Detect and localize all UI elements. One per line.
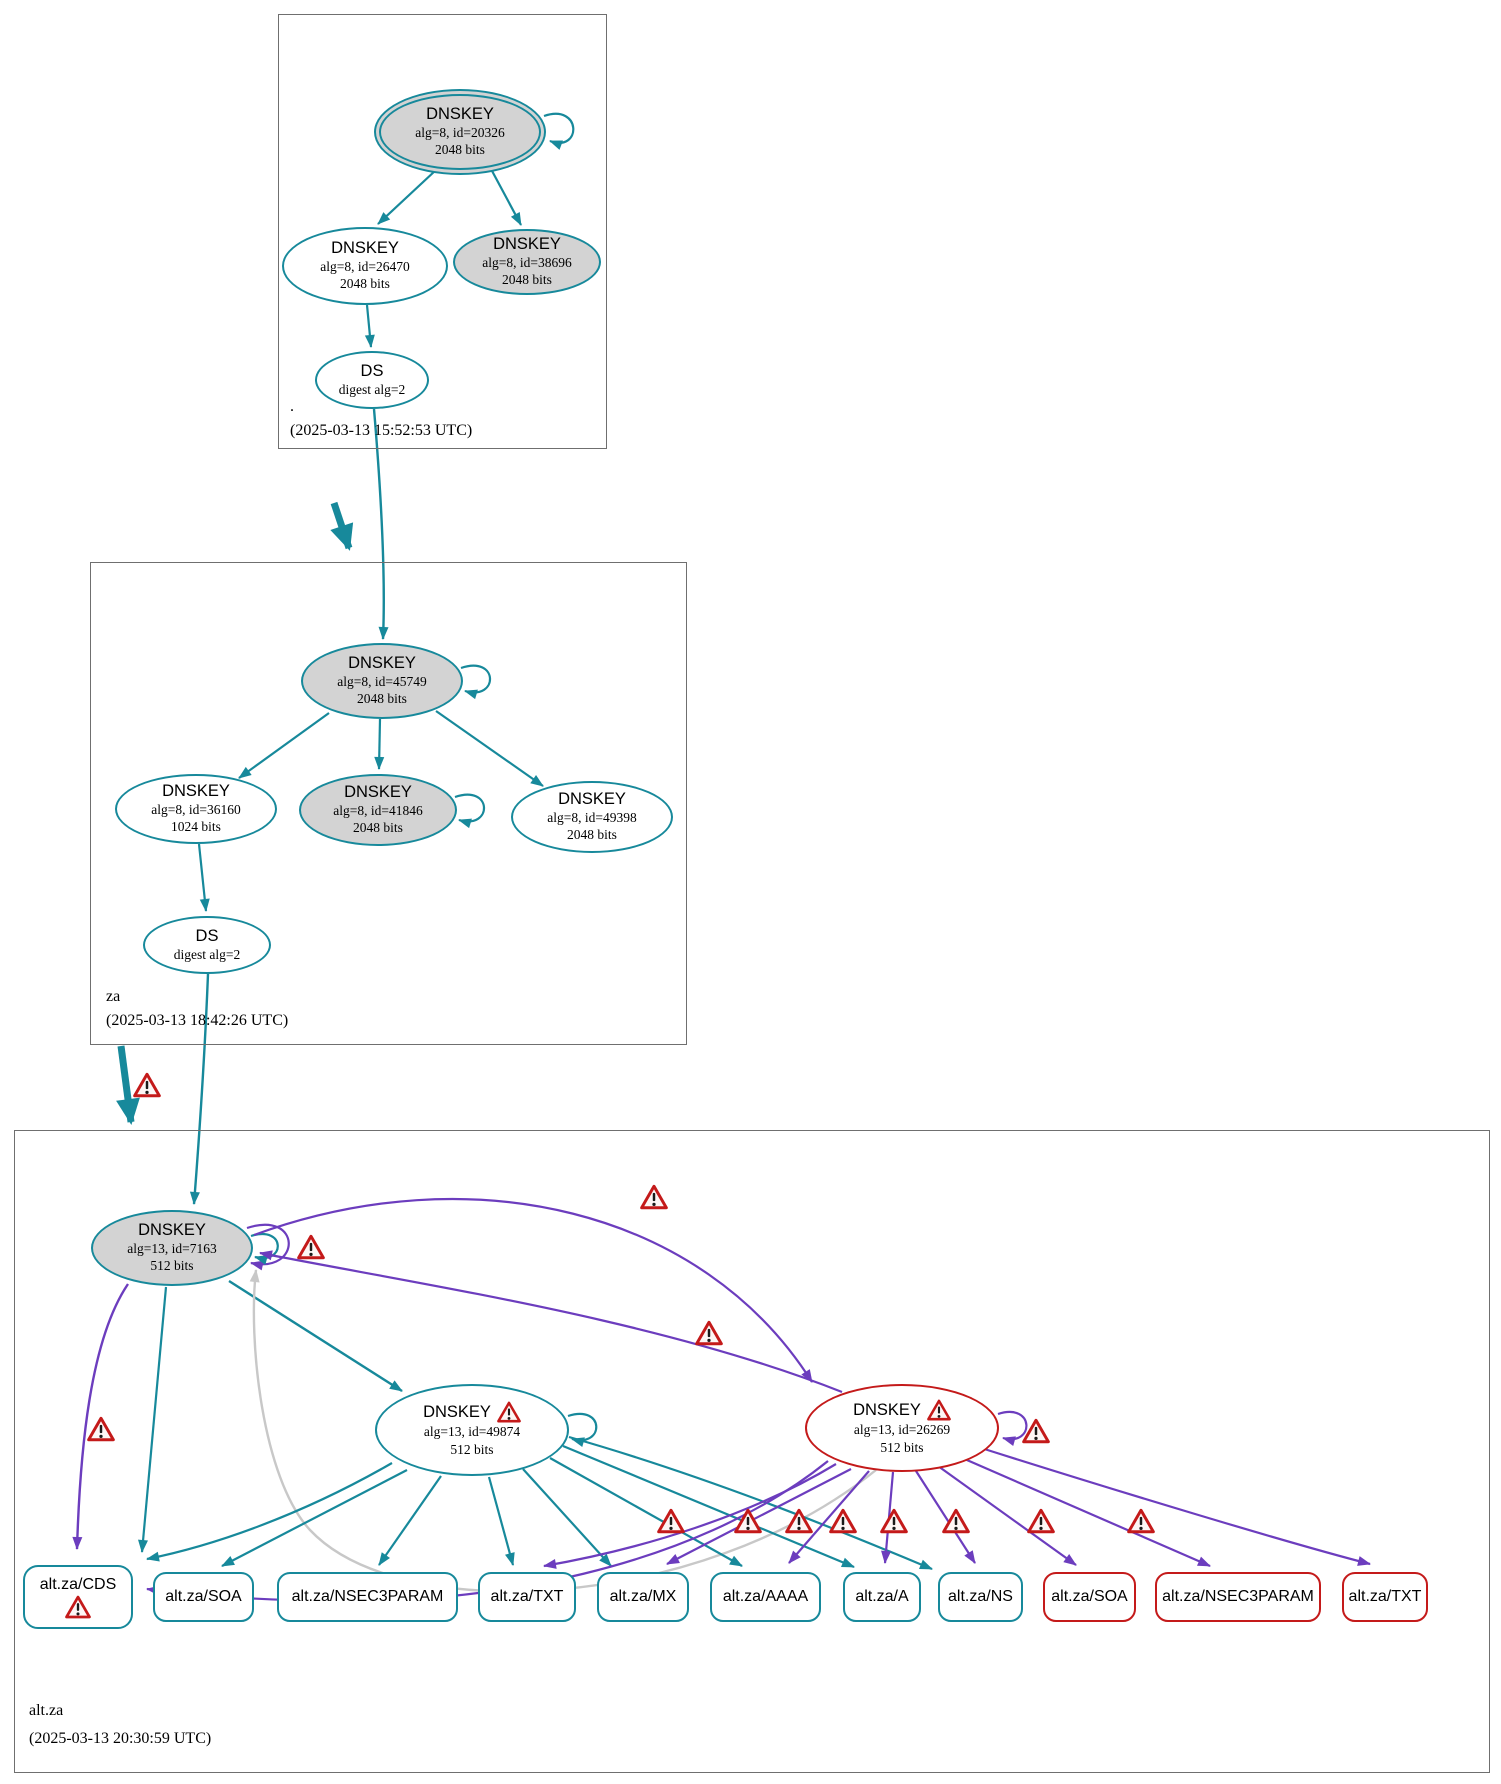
rrset-altza-soa-bogus[interactable]: alt.za/SOA [1043, 1572, 1136, 1622]
dnskey-node-41846[interactable]: DNSKEY alg=8, id=41846 2048 bits [299, 774, 457, 846]
zone-label-altza: alt.za [29, 1702, 64, 1719]
warning-icon [880, 1508, 908, 1534]
dnskey-node-38696[interactable]: DNSKEY alg=8, id=38696 2048 bits [453, 229, 601, 295]
rrset-label: alt.za/A [855, 1588, 909, 1605]
ds-title: DS [360, 361, 384, 380]
warning-icon [297, 1234, 325, 1260]
rrset-label: alt.za/NSEC3PARAM [291, 1588, 444, 1605]
dnskey-title: DNSKEY [558, 789, 626, 808]
dnskey-bits: 1024 bits [171, 819, 221, 835]
rrset-altza-txt-bogus[interactable]: alt.za/TXT [1342, 1572, 1428, 1622]
dnskey-alg-id: alg=8, id=41846 [333, 802, 423, 818]
rrset-label: alt.za/NSEC3PARAM [1162, 1588, 1314, 1605]
dnskey-bits: 2048 bits [502, 272, 552, 288]
rrset-altza-a[interactable]: alt.za/A [843, 1572, 921, 1622]
rrset-label: alt.za/SOA [165, 1588, 242, 1605]
dnskey-node-49398[interactable]: DNSKEY alg=8, id=49398 2048 bits [511, 781, 673, 853]
rrset-altza-cds[interactable]: alt.za/CDS [23, 1565, 133, 1629]
dnskey-node-26269[interactable]: DNSKEY alg=13, id=26269 512 bits [805, 1384, 999, 1472]
dnskey-node-36160[interactable]: DNSKEY alg=8, id=36160 1024 bits [115, 774, 277, 844]
rrset-altza-nsec3param[interactable]: alt.za/NSEC3PARAM [277, 1572, 458, 1622]
dnskey-node-49874[interactable]: DNSKEY alg=13, id=49874 512 bits [375, 1384, 569, 1476]
warning-icon [734, 1508, 762, 1534]
warning-icon [942, 1508, 970, 1534]
ds-title: DS [195, 926, 219, 945]
zone-timestamp-za: (2025-03-13 18:42:26 UTC) [106, 1012, 289, 1029]
dnskey-alg-id: alg=13, id=49874 [423, 1424, 521, 1440]
dnskey-title: DNSKEY [348, 653, 416, 672]
dnskey-node-20326-inner: DNSKEY alg=8, id=20326 2048 bits [379, 94, 541, 170]
rrset-label: alt.za/NS [948, 1588, 1013, 1605]
ds-digest: digest alg=2 [173, 946, 241, 962]
dnskey-title: DNSKEY [344, 782, 412, 801]
zone-label-root: . [290, 398, 294, 415]
zone-timestamp-altza: (2025-03-13 20:30:59 UTC) [29, 1730, 212, 1747]
dnskey-bits: 512 bits [450, 1442, 494, 1457]
edge-zone-za-to-altza [116, 1045, 140, 1125]
dnskey-alg-id: alg=8, id=38696 [482, 254, 572, 270]
ds-node-za[interactable]: DS digest alg=2 [143, 916, 271, 974]
dnskey-alg-id: alg=13, id=26269 [853, 1422, 951, 1438]
dnskey-bits: 2048 bits [353, 820, 403, 836]
zone-label-za: za [106, 988, 121, 1005]
zone-box-altza [14, 1130, 1490, 1773]
ds-digest: digest alg=2 [338, 381, 406, 397]
dnskey-node-45749[interactable]: DNSKEY alg=8, id=45749 2048 bits [301, 643, 463, 719]
dnskey-bits: 512 bits [880, 1440, 924, 1455]
warning-icon [133, 1072, 161, 1098]
warning-icon [1022, 1418, 1050, 1444]
dnskey-node-7163[interactable]: DNSKEY alg=13, id=7163 512 bits [91, 1210, 253, 1286]
rrset-label: alt.za/TXT [490, 1588, 564, 1605]
rrset-label: alt.za/TXT [1348, 1588, 1422, 1605]
warning-icon [785, 1508, 813, 1534]
dnskey-node-26470[interactable]: DNSKEY alg=8, id=26470 2048 bits [282, 227, 448, 305]
ds-node-root[interactable]: DS digest alg=2 [315, 351, 429, 409]
zone-box-root [278, 14, 607, 449]
rrset-label: alt.za/AAAA [722, 1588, 809, 1605]
dnskey-title: DNSKEY [493, 234, 561, 253]
rrset-label: alt.za/SOA [1051, 1588, 1128, 1605]
warning-icon [927, 1399, 951, 1421]
dnskey-node-20326[interactable]: DNSKEY alg=8, id=20326 2048 bits [374, 89, 546, 175]
warning-icon [65, 1595, 91, 1619]
dnskey-alg-id: alg=8, id=20326 [415, 124, 505, 140]
warning-icon [1127, 1508, 1155, 1534]
dnskey-title: DNSKEY [331, 238, 399, 257]
rrset-altza-ns[interactable]: alt.za/NS [938, 1572, 1023, 1622]
dnskey-alg-id: alg=8, id=49398 [547, 809, 637, 825]
rrset-altza-soa[interactable]: alt.za/SOA [153, 1572, 254, 1622]
dnskey-title: DNSKEY [423, 1402, 491, 1421]
dnskey-title: DNSKEY [138, 1220, 206, 1239]
warning-icon [87, 1416, 115, 1442]
warning-icon [640, 1184, 668, 1210]
zone-box-za [90, 562, 687, 1045]
dnskey-alg-id: alg=8, id=45749 [337, 673, 427, 689]
dnskey-bits: 2048 bits [340, 276, 390, 292]
dnskey-alg-id: alg=8, id=36160 [151, 801, 241, 817]
zone-timestamp-root: (2025-03-13 15:52:53 UTC) [290, 422, 473, 439]
warning-icon [829, 1508, 857, 1534]
dnskey-title: DNSKEY [162, 781, 230, 800]
warning-icon [657, 1508, 685, 1534]
warning-icon [1027, 1508, 1055, 1534]
dnskey-bits: 2048 bits [435, 142, 485, 158]
warning-icon [497, 1401, 521, 1423]
dnskey-bits: 512 bits [150, 1258, 194, 1274]
dnskey-alg-id: alg=8, id=26470 [320, 258, 410, 274]
dnskey-title: DNSKEY [426, 104, 494, 123]
dnskey-alg-id: alg=13, id=7163 [127, 1240, 217, 1256]
rrset-altza-mx[interactable]: alt.za/MX [597, 1572, 689, 1622]
rrset-label: alt.za/CDS [39, 1575, 117, 1593]
edge-zone-root-to-za [330, 501, 354, 551]
dnskey-title: DNSKEY [853, 1400, 921, 1419]
warning-icon [695, 1320, 723, 1346]
rrset-altza-txt[interactable]: alt.za/TXT [478, 1572, 576, 1622]
dnskey-bits: 2048 bits [357, 691, 407, 707]
rrset-label: alt.za/MX [609, 1588, 677, 1605]
rrset-altza-aaaa[interactable]: alt.za/AAAA [710, 1572, 821, 1622]
dnskey-bits: 2048 bits [567, 827, 617, 843]
rrset-altza-nsec3param-bogus[interactable]: alt.za/NSEC3PARAM [1155, 1572, 1321, 1622]
